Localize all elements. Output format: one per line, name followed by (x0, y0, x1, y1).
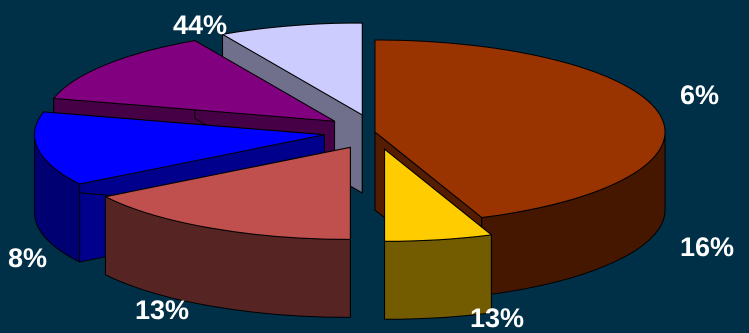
pie-slice-3-top (33, 111, 325, 185)
pie-slice-4-top (52, 40, 335, 122)
slice-label-1: 6% (680, 80, 720, 110)
pie-slice-2-top (103, 146, 351, 240)
pie-slice-1 (384, 148, 493, 320)
pie-slice-5-top (221, 22, 363, 116)
slice-label-3: 13% (470, 303, 525, 333)
slice-label-5: 8% (8, 243, 48, 273)
slice-label-4: 13% (135, 295, 190, 325)
pie-slice-2 (103, 146, 351, 318)
pie-slice-1-top (384, 148, 493, 242)
slice-label-2: 16% (680, 232, 735, 262)
slice-label-0: 44% (173, 10, 228, 40)
pie-slice-0-top (374, 39, 666, 219)
